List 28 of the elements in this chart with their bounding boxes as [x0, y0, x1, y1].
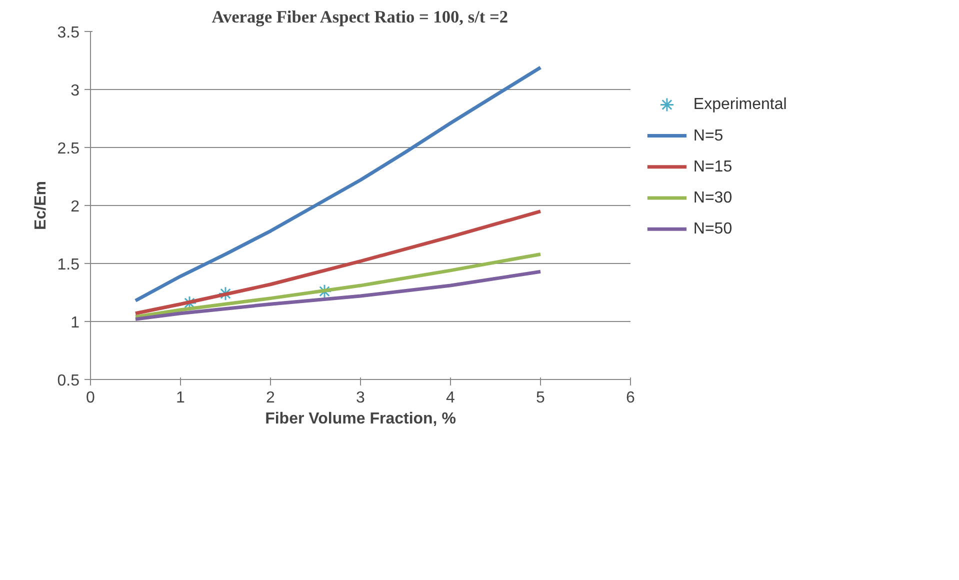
y-tick-label: 3.5: [57, 24, 80, 42]
x-tick-label: 4: [446, 390, 456, 406]
x-axis-title: Fiber Volume Fraction, %: [265, 410, 456, 428]
legend-label: N=5: [693, 127, 724, 144]
x-tick-label: 6: [626, 390, 636, 406]
y-tick-label: 2: [70, 198, 80, 216]
y-tick-label: 0.5: [57, 372, 80, 390]
line-series: [134, 252, 542, 319]
y-tick-label: 1: [70, 314, 80, 332]
line-series: [134, 210, 542, 316]
x-tick-label: 0: [86, 390, 96, 406]
y-tick-label: 2.5: [57, 140, 80, 158]
line-series: [134, 66, 542, 302]
legend-label: N=15: [693, 158, 732, 176]
legend-label: N=50: [693, 220, 732, 238]
y-tick-label: 3: [70, 82, 80, 100]
point: [317, 284, 332, 299]
x-tick-label: 2: [266, 390, 276, 406]
chart-title: Average Fiber Aspect Ratio = 100, s/t =2: [212, 8, 508, 26]
point: [218, 286, 233, 301]
x-tick-label: 5: [536, 390, 546, 406]
line-series: [134, 270, 542, 321]
legend-label: N=30: [693, 190, 732, 207]
x-tick-label: 3: [356, 390, 366, 406]
y-axis-title: Ec/Em: [32, 181, 50, 230]
legend-label: Experimental: [693, 96, 787, 114]
x-tick-label: 1: [176, 390, 186, 406]
y-tick-label: 1.5: [57, 256, 80, 274]
